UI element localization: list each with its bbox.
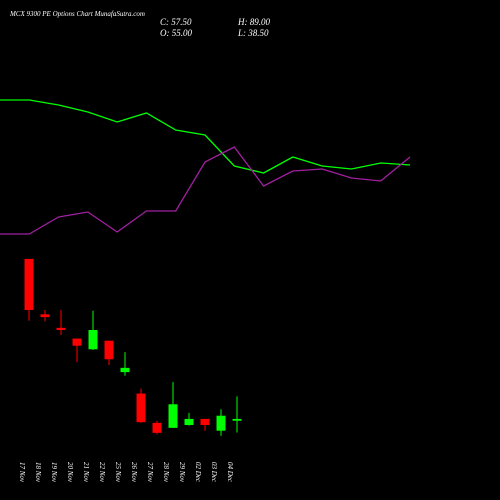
x-tick-label: 29 Nov	[178, 462, 186, 483]
x-tick-label: 17 Nov	[18, 462, 26, 483]
x-tick-label: 26 Nov	[130, 462, 138, 483]
chart-title: MCX 9300 PE Options Chart MunafaSutra.co…	[9, 10, 145, 18]
candle-body	[184, 418, 194, 425]
candle-body	[168, 404, 178, 428]
candle-body	[88, 329, 98, 350]
candle-body	[56, 327, 66, 330]
x-tick-label: 18 Nov	[34, 462, 42, 483]
line-series	[0, 146, 411, 235]
low-info: L: 38.50	[237, 28, 269, 38]
x-tick-label: 04 Dec	[226, 462, 234, 483]
x-tick-label: 22 Nov	[98, 462, 106, 483]
candle-body	[72, 338, 82, 346]
x-tick-label: 03 Dec	[210, 462, 218, 483]
candle-body	[136, 393, 146, 423]
x-tick-label: 19 Nov	[50, 462, 58, 483]
x-tick-label: 21 Nov	[82, 462, 90, 483]
close-info: C: 57.50	[160, 17, 192, 27]
high-info: H: 89.00	[237, 17, 270, 27]
candle-body	[152, 422, 162, 433]
candle-body	[232, 418, 242, 421]
candle-body	[24, 258, 34, 310]
candle-body	[40, 314, 50, 318]
x-tick-label: 20 Nov	[66, 462, 74, 483]
x-tick-label: 27 Nov	[146, 462, 154, 483]
x-tick-label: 02 Dec	[194, 462, 202, 483]
x-tick-label: 25 Nov	[114, 462, 122, 483]
candle-body	[104, 340, 114, 360]
candle-body	[216, 415, 226, 431]
open-info: O: 55.00	[160, 28, 192, 38]
x-tick-label: 28 Nov	[162, 462, 170, 483]
line-series	[0, 99, 411, 174]
candle-body	[120, 367, 130, 373]
candle-body	[200, 418, 210, 425]
